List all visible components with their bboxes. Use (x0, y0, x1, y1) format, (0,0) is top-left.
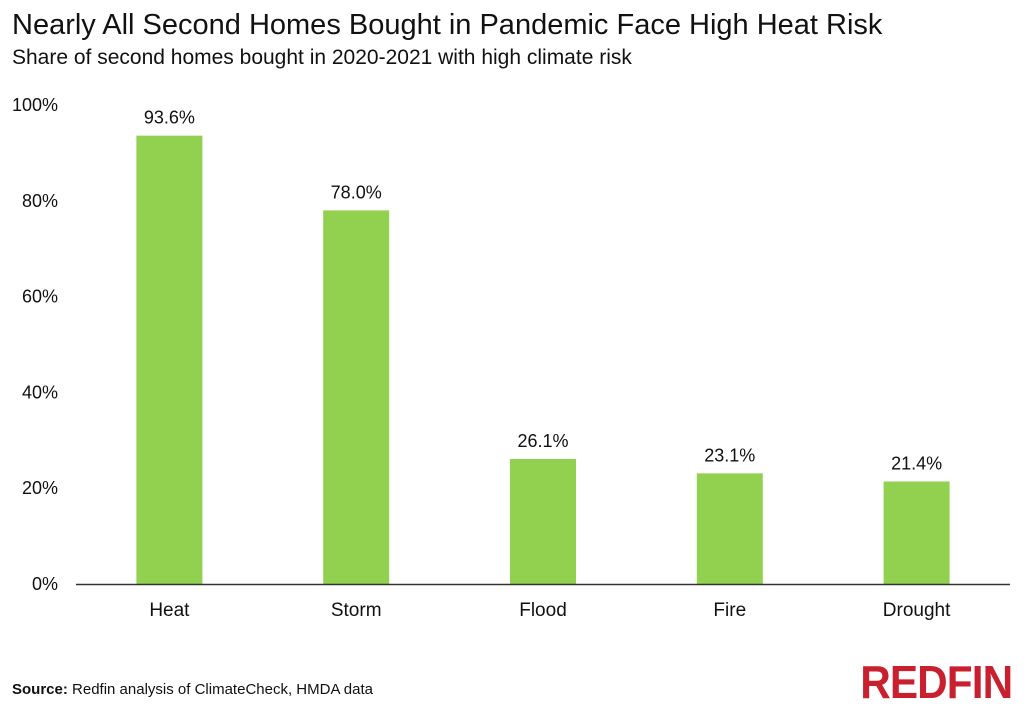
y-tick-label: 0% (32, 574, 58, 594)
bar-value-label: 93.6% (144, 108, 195, 128)
x-tick-label: Drought (883, 600, 951, 621)
x-axis-labels: Heat Storm Flood Fire Drought (149, 600, 951, 621)
y-tick-label: 80% (22, 191, 58, 211)
bar (323, 210, 390, 584)
source-text: Redfin analysis of ClimateCheck, HMDA da… (72, 681, 373, 698)
value-labels: 93.6% 78.0% 26.1% 23.1% 21.4% (144, 108, 942, 474)
chart-title: Nearly All Second Homes Bought in Pandem… (12, 9, 883, 41)
x-tick-label: Fire (713, 600, 746, 621)
y-tick-label: 60% (22, 287, 58, 307)
bar (883, 481, 950, 584)
source-note: Source: Redfin analysis of ClimateCheck,… (12, 680, 373, 700)
y-tick-label: 40% (22, 382, 58, 402)
y-tick-label: 100% (12, 95, 58, 115)
y-tick-label: 20% (22, 478, 58, 498)
bar (510, 458, 576, 584)
bars (136, 135, 950, 584)
source-label: Source: (12, 681, 68, 698)
chart-subtitle: Share of second homes bought in 2020-202… (12, 46, 632, 69)
x-tick-label: Storm (331, 600, 382, 621)
redfin-logo: REDFIN (859, 656, 1013, 708)
bar (136, 135, 203, 584)
bar-value-label: 23.1% (704, 445, 755, 465)
bar-value-label: 21.4% (891, 453, 942, 473)
bar-value-label: 26.1% (517, 431, 568, 451)
x-tick-label: Heat (149, 600, 190, 621)
x-tick-label: Flood (519, 600, 567, 621)
bar-value-label: 78.0% (331, 182, 382, 202)
bar-chart: 0% 20% 40% 60% 80% 100% 93.6% 78.0% 26.1% 23.1% 2… (12, 95, 1010, 621)
bar (696, 473, 763, 584)
y-axis-ticks: 0% 20% 40% 60% 80% 100% (12, 95, 58, 594)
